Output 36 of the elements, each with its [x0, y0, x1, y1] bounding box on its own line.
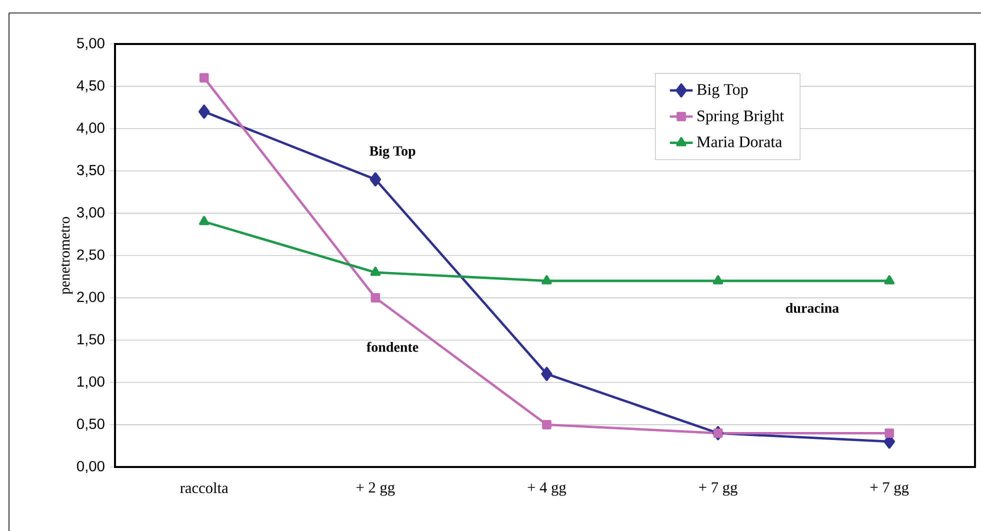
point [198, 104, 210, 119]
point [884, 428, 894, 438]
y-axis-title: penetrometro [61, 216, 73, 294]
point [542, 275, 552, 284]
x-tick-label: + 7 gg [870, 482, 909, 496]
y-tick-label: 3,00 [76, 207, 104, 220]
y-tick-label: 2,00 [77, 292, 104, 304]
y-tick-label: 5,00 [77, 38, 104, 50]
point [370, 266, 381, 276]
y-tick-label: 1,50 [78, 334, 104, 346]
y-tick-label: 0,50 [76, 418, 104, 431]
legend-label: Spring Bright [698, 110, 784, 125]
annotation: fondente [366, 342, 418, 352]
y-tick-label: 3,50 [76, 164, 104, 177]
annotation: Big Top [369, 146, 416, 159]
point [884, 275, 894, 284]
point [713, 428, 723, 438]
x-tick-label: + 2 gg [356, 482, 395, 496]
y-tick-label: 4,00 [76, 122, 104, 135]
y-tick-label: 0,00 [76, 460, 104, 474]
y-tick-label: 2,50 [77, 249, 104, 262]
point [370, 293, 380, 302]
point [198, 216, 210, 226]
annotation: duracina [786, 303, 839, 313]
point [541, 366, 552, 381]
point [370, 172, 382, 186]
y-tick-label: 1,00 [78, 376, 104, 388]
x-tick-label: + 7 gg [699, 482, 738, 496]
legend-label: Maria Dorata [696, 136, 782, 148]
y-tick-label: 4,50 [76, 80, 104, 92]
point [712, 275, 724, 284]
x-tick-label: + 4 gg [528, 482, 566, 496]
x-tick-label: raccolta [180, 482, 228, 494]
point [199, 73, 209, 82]
legend-label: Big Top [696, 84, 748, 98]
point [542, 420, 552, 430]
